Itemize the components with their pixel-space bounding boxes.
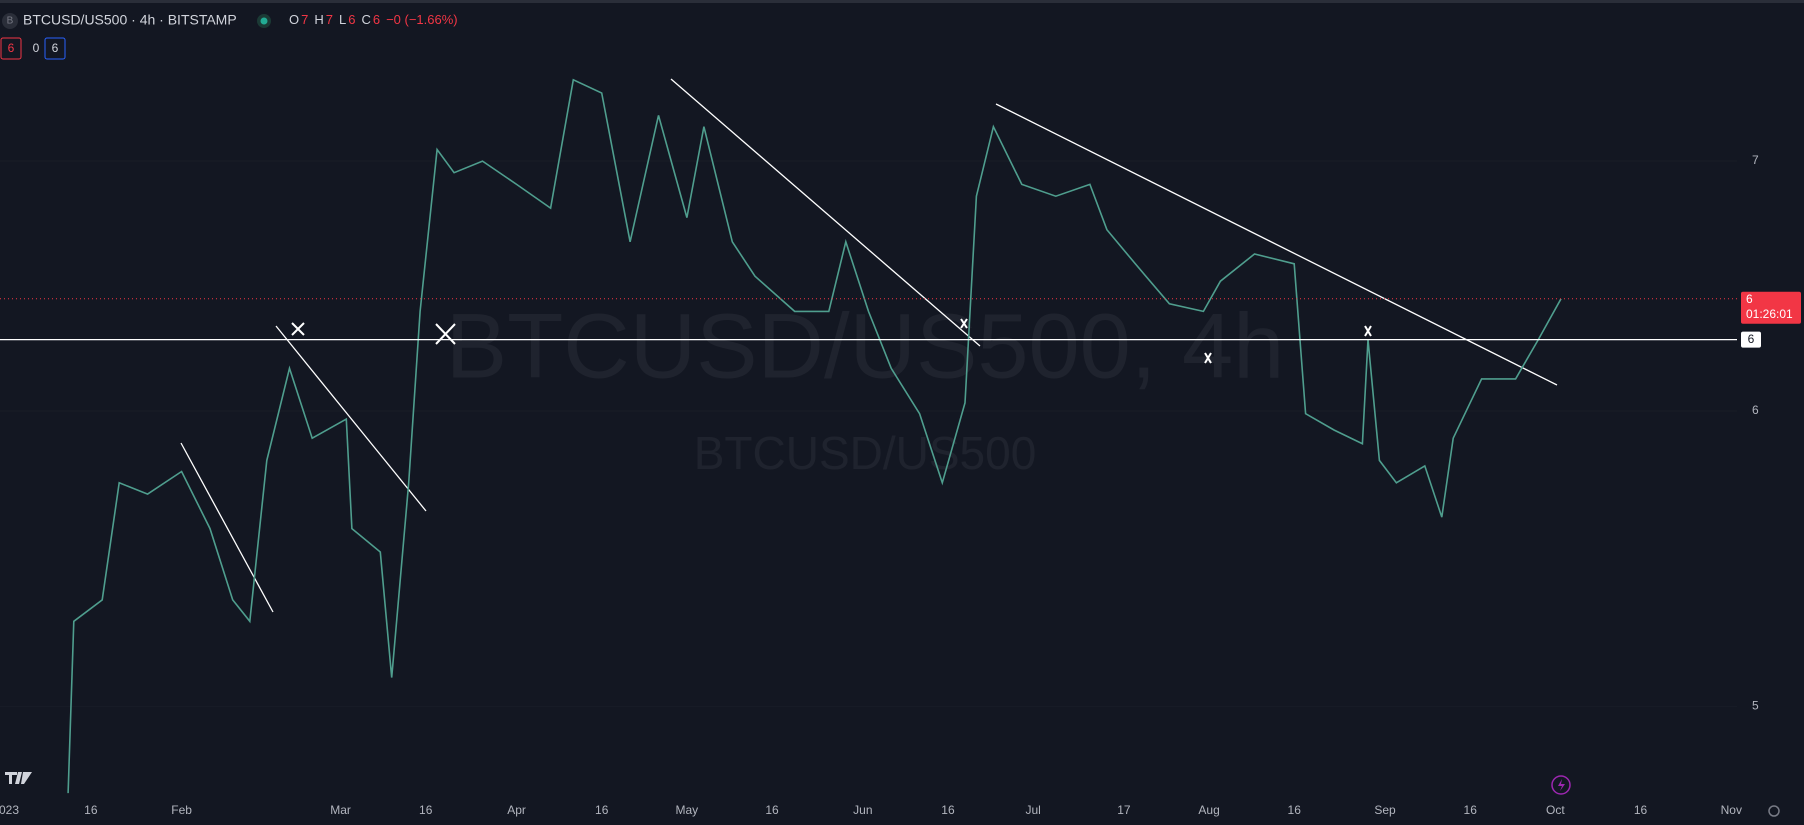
ohlc-key: C [361,12,370,27]
trend-line[interactable] [670,78,981,347]
x-tick-label: Sep [1374,803,1396,817]
y-tick-label: 6 [1752,403,1759,417]
x-tick-label: Nov [1721,803,1742,817]
x-tick-label: 16 [419,803,433,817]
symbol-title[interactable]: BTCUSD/US500 · 4h · BITSTAMP [23,12,237,28]
ohlc-key: O [289,12,299,27]
x-tick-label: Aug [1198,803,1219,817]
x-tick-label: 16 [595,803,609,817]
x-tick-label: 16 [1464,803,1478,817]
x-tick-label: Oct [1546,803,1565,817]
x-tick-label: May [676,803,699,817]
x-tick-label: 16 [1288,803,1302,817]
x-tick-label: 16 [1634,803,1648,817]
price-badge [1741,291,1801,324]
hline-badge-label: 6 [1748,332,1755,346]
y-tick-label: 5 [1752,699,1759,713]
x-tick-label: 16 [941,803,955,817]
indicator-value: 6 [8,41,15,55]
x-tick-label: 16 [765,803,779,817]
hline-badge [1741,331,1761,348]
status-dot [260,17,268,25]
indicator-value: 6 [52,41,59,55]
ohlc-key: H [314,12,323,27]
x-mark[interactable] [1204,352,1212,364]
settings-icon[interactable] [1768,805,1780,817]
watermark-main: BTCUSD/US500, 4h [446,295,1285,397]
ohlc-legend: O 7 H 7 L 6 C 6 −0 (−1.66%) [289,12,458,27]
indicator-box [0,37,22,60]
price-badge-label: 6 [1746,292,1753,306]
x-tick-label: 16 [84,803,98,817]
symbol-icon[interactable] [2,13,18,29]
x-mark[interactable] [291,322,305,336]
x-tick-label: Jul [1025,803,1040,817]
ohlc-value: 6 [348,12,355,27]
symbol-icon-letter: B [7,16,14,27]
ohlc-value: 7 [301,12,308,27]
x-mark[interactable] [435,323,456,345]
top-border [0,0,1804,3]
x-tick-label: 17 [1117,803,1131,817]
trend-line[interactable] [275,325,427,512]
ohlc-key: L [339,12,346,27]
x-tick-label: Mar [330,803,351,817]
alert-icon[interactable] [1551,775,1571,795]
x-tick-label: Feb [171,803,192,817]
x-tick-label: 2023 [0,803,19,817]
trend-line[interactable] [995,103,1558,386]
x-tick-label: Jun [853,803,872,817]
watermark-sub: BTCUSD/US500 [694,427,1037,479]
y-tick-label: 7 [1752,153,1759,167]
ohlc-change: −0 (−1.66%) [386,12,458,27]
ohlc-value: 7 [326,12,333,27]
price-line [67,78,1562,794]
drawings [180,78,1558,613]
x-mark[interactable] [960,318,968,329]
x-mark[interactable] [1364,325,1372,337]
indicator-box [44,37,66,60]
price-badge-countdown: 01:26:01 [1746,307,1793,321]
trend-line[interactable] [180,442,274,613]
alert-bolt [1558,779,1565,791]
x-tick-label: Apr [507,803,526,817]
indicator-value: 0 [33,41,40,55]
ohlc-value: 6 [373,12,380,27]
logo[interactable] [5,772,32,784]
